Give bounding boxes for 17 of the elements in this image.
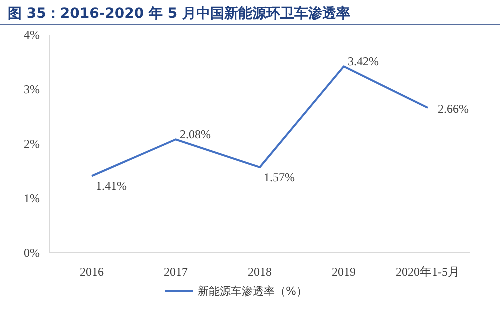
data-label: 2.08% <box>180 128 211 142</box>
y-tick-label: 4% <box>24 28 40 42</box>
y-tick-label: 2% <box>24 137 40 151</box>
y-tick-label: 0% <box>24 246 40 260</box>
x-tick-label: 2017 <box>164 265 188 279</box>
x-tick-label: 2020年1-5月 <box>396 265 460 279</box>
data-label: 3.42% <box>348 54 379 69</box>
x-tick-label: 2019 <box>332 265 356 279</box>
x-tick-label: 2016 <box>80 265 104 279</box>
data-label: 1.41% <box>96 179 127 194</box>
legend-label: 新能源车渗透率（%） <box>198 285 308 298</box>
data-label: 1.57% <box>264 170 295 184</box>
x-tick-label: 2018 <box>248 265 272 279</box>
chart-title: 图 35：2016-2020 年 5 月中国新能源环卫车渗透率 <box>8 5 350 22</box>
y-tick-label: 1% <box>24 192 40 206</box>
y-tick-label: 3% <box>24 82 40 96</box>
data-label: 2.66% <box>438 102 469 116</box>
